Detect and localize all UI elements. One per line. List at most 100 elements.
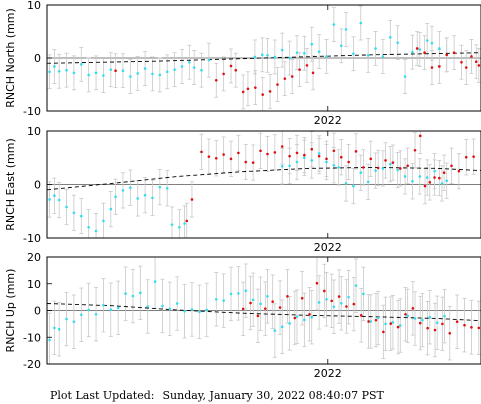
data-point-cyan: [114, 195, 117, 199]
data-point-red: [246, 87, 250, 91]
data-point-red: [470, 55, 473, 58]
data-point-cyan: [288, 56, 291, 60]
data-point-cyan: [403, 75, 407, 78]
data-point-cyan: [362, 292, 365, 296]
trend-line: [47, 303, 481, 322]
data-point-red: [241, 307, 245, 311]
data-point-cyan: [418, 48, 422, 51]
data-point-cyan: [381, 55, 385, 58]
data-point-cyan: [337, 166, 340, 169]
data-point-cyan: [192, 66, 196, 69]
data-point-red: [114, 69, 117, 73]
data-point-cyan: [438, 47, 441, 50]
data-point-cyan: [280, 325, 284, 329]
data-point-cyan: [131, 294, 135, 298]
data-point-cyan: [381, 167, 385, 170]
data-point-cyan: [396, 168, 399, 172]
data-point-red: [200, 150, 203, 154]
footer: Plot Last Updated: Sunday, January 30, 20…: [50, 389, 384, 402]
data-point-cyan: [366, 54, 370, 57]
data-point-red: [190, 198, 194, 201]
data-point-red: [391, 161, 395, 164]
y-axis-label: RNCH East (mm): [4, 138, 17, 231]
data-point-red: [283, 77, 287, 80]
data-point-cyan: [57, 198, 61, 202]
data-point-cyan: [94, 71, 98, 75]
data-point-cyan: [48, 198, 51, 201]
data-point-cyan: [352, 184, 355, 188]
data-point-red: [237, 151, 240, 155]
data-point-red: [347, 160, 350, 164]
data-point-cyan: [57, 69, 61, 73]
data-point-red: [415, 47, 419, 50]
data-point-cyan: [173, 68, 176, 71]
data-point-cyan: [260, 53, 264, 57]
data-point-cyan: [388, 36, 392, 39]
data-point-cyan: [165, 186, 169, 190]
data-point-red: [448, 331, 452, 335]
data-point-red: [315, 281, 319, 285]
data-point-cyan: [48, 338, 51, 342]
data-point-red: [426, 326, 429, 330]
data-point-red: [477, 326, 481, 330]
x-axis-label: 2022: [314, 241, 342, 254]
data-point-red: [367, 320, 370, 323]
data-point-cyan: [425, 39, 429, 42]
data-point-cyan: [317, 152, 321, 155]
data-point-red: [300, 296, 304, 300]
y-tick-label: -10: [23, 232, 41, 245]
data-point-red: [438, 176, 441, 180]
data-point-red: [332, 149, 336, 153]
data-point-cyan: [443, 314, 446, 318]
data-point-cyan: [139, 291, 142, 295]
data-point-red: [438, 65, 441, 68]
data-point-cyan: [129, 186, 132, 190]
data-point-cyan: [79, 214, 83, 218]
data-point-red: [207, 155, 211, 158]
data-point-cyan: [72, 211, 76, 215]
data-point-red: [472, 155, 475, 158]
data-point-red: [418, 134, 422, 138]
y-tick-label: 0: [34, 305, 41, 318]
data-point-cyan: [425, 176, 429, 179]
data-point-red: [445, 53, 449, 57]
footer-timestamp: Sunday, January 30, 2022 08:40:07 PST: [162, 389, 384, 402]
data-point-cyan: [94, 229, 98, 233]
data-point-cyan: [411, 179, 414, 183]
data-point-cyan: [129, 75, 132, 78]
data-point-red: [398, 167, 402, 170]
data-point-red: [441, 322, 444, 326]
data-point-cyan: [406, 314, 409, 318]
data-point-red: [278, 306, 282, 309]
data-point-cyan: [143, 67, 147, 70]
data-point-cyan: [190, 308, 194, 311]
data-point-red: [214, 156, 218, 160]
data-point-cyan: [325, 55, 328, 58]
data-point-cyan: [280, 48, 284, 52]
data-point-cyan: [273, 329, 277, 332]
data-point-cyan: [146, 305, 149, 308]
data-point-red: [406, 164, 409, 168]
data-point-red: [286, 295, 289, 298]
data-point-cyan: [109, 68, 113, 71]
data-point-red: [288, 154, 291, 158]
data-point-cyan: [72, 71, 76, 75]
data-point-cyan: [398, 324, 402, 327]
data-point-cyan: [303, 51, 306, 55]
data-point-red: [450, 164, 453, 168]
data-point-cyan: [413, 317, 417, 320]
data-point-red: [290, 75, 294, 78]
data-point-red: [382, 330, 385, 334]
data-point-cyan: [65, 68, 68, 72]
data-point-red: [259, 149, 262, 153]
data-point-cyan: [94, 312, 98, 316]
data-point-red: [222, 153, 225, 156]
data-point-cyan: [310, 42, 314, 46]
data-point-cyan: [183, 310, 186, 313]
data-point-red: [308, 312, 311, 316]
data-point-cyan: [200, 68, 203, 72]
data-point-cyan: [295, 51, 299, 54]
data-point-red: [305, 64, 309, 67]
data-point-cyan: [87, 226, 90, 229]
data-point-cyan: [109, 207, 113, 211]
